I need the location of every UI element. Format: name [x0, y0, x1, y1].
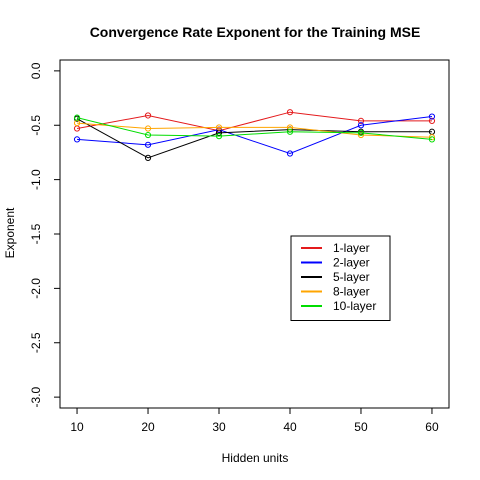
data-point-8-layer [428, 134, 436, 141]
legend-label-10-layer: 10-layer [333, 299, 376, 313]
data-point-10-layer [73, 114, 81, 121]
y-tick-label: -3.0 [29, 386, 43, 407]
data-point-10-layer [357, 129, 365, 136]
series-layer [73, 109, 436, 161]
x-tick-label: 30 [212, 420, 226, 434]
y-tick-label: -2.5 [29, 332, 43, 353]
x-tick-label: 10 [70, 420, 84, 434]
legend-label-1-layer: 1-layer [333, 241, 370, 255]
data-point-2-layer [286, 150, 294, 157]
data-point-5-layer [144, 154, 152, 161]
legend-label-8-layer: 8-layer [333, 285, 370, 299]
x-tick-label: 60 [425, 420, 439, 434]
data-point-2-layer [357, 122, 365, 129]
x-axis: 10 20 30 40 50 60 [70, 407, 439, 434]
series-line-1-layer [76, 111, 432, 132]
x-tick-label: 50 [354, 420, 368, 434]
data-point-8-layer [286, 124, 294, 131]
series-line-8-layer [76, 122, 432, 138]
data-point-2-layer [144, 141, 152, 148]
data-point-1-layer [286, 109, 294, 116]
y-axis: 0.0 -0.5 -1.0 -1.5 -2.0 -2.5 -3.0 [29, 62, 61, 407]
data-point-8-layer [144, 125, 152, 132]
x-tick-label: 20 [141, 420, 155, 434]
data-point-1-layer [357, 117, 365, 125]
x-axis-label: Hidden units [222, 451, 289, 465]
series-line-5-layer [76, 118, 432, 159]
series-line-2-layer [76, 116, 433, 155]
legend-label-5-layer: 5-layer [333, 270, 370, 284]
y-tick-label: -1.5 [29, 223, 43, 244]
data-point-2-layer [73, 136, 81, 143]
series-line-10-layer [76, 117, 433, 140]
data-point-1-layer [144, 112, 152, 119]
y-tick-label: -0.5 [29, 115, 43, 136]
y-axis-label: Exponent [3, 207, 17, 258]
y-tick-label: -1.0 [29, 169, 43, 190]
legend-label-2-layer: 2-layer [333, 256, 370, 270]
data-point-10-layer [428, 136, 436, 143]
x-tick-label: 40 [283, 420, 297, 434]
data-point-1-layer [428, 117, 436, 125]
chart-title: Convergence Rate Exponent for the Traini… [90, 24, 421, 40]
data-point-10-layer [286, 128, 294, 135]
y-tick-label: 0.0 [29, 62, 43, 79]
plot-frame [59, 59, 450, 409]
y-tick-label: -2.0 [29, 278, 43, 299]
data-point-2-layer [428, 113, 436, 120]
data-point-10-layer [144, 131, 152, 139]
data-point-8-layer [215, 124, 223, 131]
data-point-10-layer [215, 133, 223, 140]
